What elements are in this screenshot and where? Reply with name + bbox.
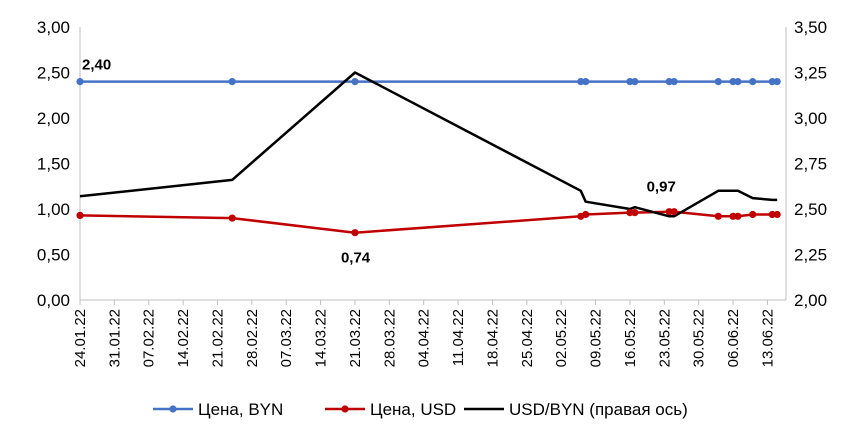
series-1-point — [582, 78, 590, 86]
series-1-point — [749, 78, 757, 86]
data-labels: 2,40 0,74 0,97 — [82, 57, 676, 267]
series-1-point — [631, 78, 639, 86]
right-y-tick-label: 2,75 — [794, 155, 827, 174]
legend-item-1: Цена, BYN — [153, 400, 283, 419]
right-y-tick-label: 3,00 — [794, 109, 827, 128]
legend-item-3: USD/BYN (правая ось) — [464, 400, 688, 419]
series-2-point — [749, 210, 757, 219]
x-tick-label: 14.02.22 — [175, 309, 192, 367]
series-1-point — [714, 78, 722, 86]
x-tick-label: 28.03.22 — [381, 309, 398, 367]
x-tick-label: 16.05.22 — [622, 309, 639, 367]
left-y-tick-label: 2,50 — [37, 64, 70, 83]
series-2-point — [773, 210, 781, 219]
x-tick-label: 04.04.22 — [416, 309, 433, 367]
x-tick-label: 06.06.22 — [725, 309, 742, 367]
series-2-point — [631, 209, 639, 217]
data-label: 0,97 — [647, 179, 676, 196]
series-2-point — [734, 212, 742, 220]
legend-label: Цена, USD — [370, 400, 456, 419]
x-tick-label: 23.05.22 — [656, 309, 673, 367]
x-tick-label: 28.02.22 — [244, 309, 261, 367]
x-tick-label: 13.06.22 — [759, 309, 776, 367]
left-y-tick-label: 1,50 — [37, 155, 70, 174]
series-2-point — [228, 214, 236, 222]
right-y-tick-label: 2,00 — [794, 291, 827, 310]
x-tick-label: 11.04.22 — [450, 309, 467, 366]
chart-axes — [79, 27, 787, 301]
left-y-tick-label: 0,50 — [37, 246, 70, 265]
left-y-axis-ticks: 0,00 0,50 1,00 1,50 2,00 2,50 3,00 — [37, 18, 70, 310]
right-y-axis-ticks: 2,00 2,25 2,50 2,75 3,00 3,25 3,50 — [794, 18, 827, 310]
series-2-point — [714, 212, 722, 220]
left-y-tick-label: 1,00 — [37, 200, 70, 219]
x-tick-label: 07.02.22 — [141, 309, 158, 367]
x-tick-label: 31.01.22 — [106, 309, 123, 367]
left-y-tick-label: 3,00 — [37, 18, 70, 37]
data-label: 0,74 — [341, 250, 371, 267]
legend-label: Цена, BYN — [198, 400, 283, 419]
series-2-point — [670, 208, 678, 216]
series-2-point — [76, 211, 84, 219]
right-y-tick-label: 2,50 — [794, 200, 827, 219]
legend-swatch-marker — [341, 405, 349, 413]
x-tick-label: 18.04.22 — [484, 309, 501, 367]
series-line-3 — [79, 71, 778, 218]
x-axis-ticks: 24.01.22 31.01.22 07.02.22 14.02.22 21.02.22… — [72, 300, 776, 367]
x-tick-label: 30.05.22 — [691, 309, 708, 367]
x-tick-label: 21.02.22 — [209, 309, 226, 367]
right-y-tick-label: 2,25 — [794, 246, 827, 265]
series-1-point — [76, 78, 84, 86]
series-2-point — [351, 229, 359, 237]
left-y-tick-label: 2,00 — [37, 109, 70, 128]
series-1-point — [351, 78, 359, 86]
legend-item-2: Цена, USD — [325, 400, 456, 419]
x-tick-label: 09.05.22 — [588, 309, 605, 367]
x-tick-label: 02.05.22 — [553, 309, 570, 367]
series-points — [76, 78, 781, 237]
series-1-point — [734, 78, 742, 86]
x-tick-label: 24.01.22 — [72, 309, 89, 367]
legend: Цена, BYN Цена, USD USD/BYN (правая ось) — [153, 400, 688, 419]
x-tick-label: 14.03.22 — [313, 309, 330, 367]
x-tick-label: 21.03.22 — [347, 309, 364, 367]
left-y-tick-label: 0,00 — [37, 291, 70, 310]
series-1-point — [773, 78, 781, 86]
series-1-point — [228, 78, 236, 86]
x-tick-label: 07.03.22 — [278, 309, 295, 367]
legend-swatch-marker — [169, 405, 177, 413]
data-label: 2,40 — [82, 57, 111, 74]
series-1-point — [670, 78, 678, 86]
legend-label: USD/BYN (правая ось) — [509, 400, 688, 419]
x-tick-label: 25.04.22 — [519, 309, 536, 367]
right-y-tick-label: 3,50 — [794, 18, 827, 37]
right-y-tick-label: 3,25 — [794, 64, 827, 83]
series-2-point — [582, 210, 590, 219]
